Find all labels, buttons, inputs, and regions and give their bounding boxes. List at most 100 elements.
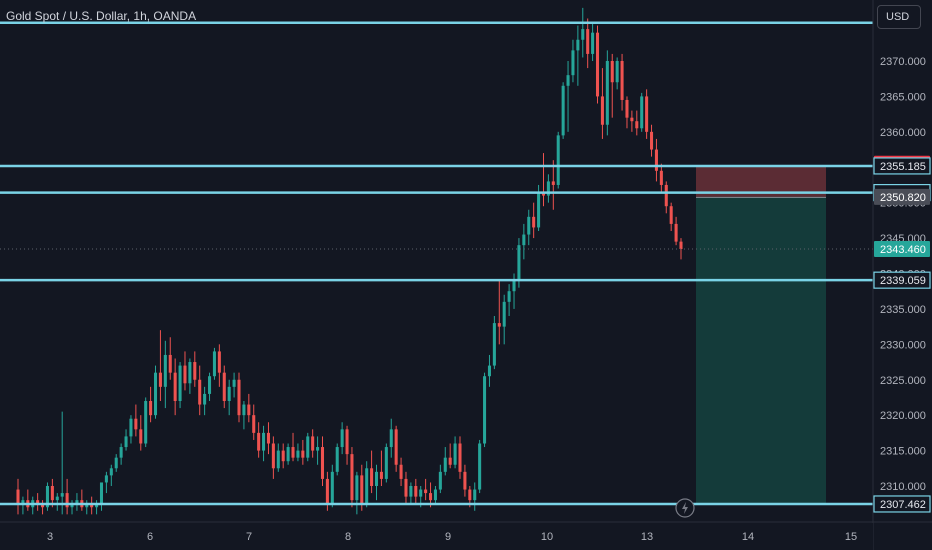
candle-body[interactable] <box>50 486 54 501</box>
candle-body[interactable] <box>571 50 575 76</box>
candle-body[interactable] <box>458 443 462 472</box>
candle-body[interactable] <box>232 379 236 387</box>
candle-body[interactable] <box>149 401 153 416</box>
candle-body[interactable] <box>217 351 221 373</box>
candle-body[interactable] <box>517 245 521 281</box>
candle-body[interactable] <box>532 216 536 228</box>
candle-body[interactable] <box>483 376 487 444</box>
candle-body[interactable] <box>669 206 673 224</box>
candle-body[interactable] <box>129 418 133 437</box>
candle-body[interactable] <box>468 489 472 501</box>
candle-body[interactable] <box>635 121 639 129</box>
candle-body[interactable] <box>546 181 550 196</box>
candle-body[interactable] <box>586 29 590 54</box>
candle-body[interactable] <box>16 489 20 504</box>
candle-body[interactable] <box>522 234 526 246</box>
candle-body[interactable] <box>266 432 270 444</box>
candle-body[interactable] <box>576 39 580 51</box>
candle-body[interactable] <box>478 443 482 490</box>
candle-body[interactable] <box>242 404 246 416</box>
candle-body[interactable] <box>566 75 570 86</box>
candle-body[interactable] <box>615 61 619 83</box>
candle-body[interactable] <box>591 32 595 54</box>
candle-body[interactable] <box>104 475 108 483</box>
candle-body[interactable] <box>600 96 604 125</box>
candle-body[interactable] <box>178 365 182 401</box>
candle-body[interactable] <box>208 376 212 394</box>
candle-body[interactable] <box>257 432 261 451</box>
candle-body[interactable] <box>507 291 511 302</box>
candle-body[interactable] <box>556 135 560 185</box>
candle-body[interactable] <box>605 61 609 125</box>
candle-body[interactable] <box>119 447 123 458</box>
candle-body[interactable] <box>355 475 359 501</box>
candle-body[interactable] <box>247 404 251 416</box>
candle-body[interactable] <box>296 450 300 458</box>
candle-body[interactable] <box>640 96 644 129</box>
candle-body[interactable] <box>419 489 423 497</box>
candle-body[interactable] <box>620 61 624 100</box>
candle-body[interactable] <box>306 436 310 458</box>
candle-body[interactable] <box>139 429 143 444</box>
candle-body[interactable] <box>527 216 531 235</box>
candle-body[interactable] <box>581 29 585 40</box>
candle-body[interactable] <box>90 503 94 508</box>
candle-body[interactable] <box>512 280 516 292</box>
candle-body[interactable] <box>551 181 555 185</box>
candle-body[interactable] <box>55 496 59 501</box>
candle-body[interactable] <box>409 486 413 497</box>
candle-body[interactable] <box>389 429 393 448</box>
candle-body[interactable] <box>360 475 364 504</box>
candle-body[interactable] <box>561 85 565 136</box>
candle-body[interactable] <box>487 365 491 377</box>
candle-body[interactable] <box>320 447 325 479</box>
candle-body[interactable] <box>595 32 600 97</box>
candle-body[interactable] <box>36 500 40 504</box>
candle-body[interactable] <box>325 478 329 504</box>
candle-body[interactable] <box>379 471 383 479</box>
candle-body[interactable] <box>286 447 290 462</box>
candle-body[interactable] <box>674 223 678 242</box>
candle-body[interactable] <box>473 489 477 501</box>
candle-body[interactable] <box>414 486 418 497</box>
candle-body[interactable] <box>198 379 202 405</box>
candle-body[interactable] <box>85 503 89 508</box>
candle-body[interactable] <box>291 447 295 458</box>
candle-body[interactable] <box>45 486 49 508</box>
candle-body[interactable] <box>374 471 379 486</box>
take-profit-zone[interactable] <box>696 196 826 504</box>
candle-body[interactable] <box>109 468 113 476</box>
candle-body[interactable] <box>399 464 403 479</box>
candle-body[interactable] <box>502 301 506 327</box>
time-axis[interactable] <box>0 523 873 550</box>
candle-body[interactable] <box>193 362 197 380</box>
currency-button[interactable]: USD <box>877 5 921 29</box>
candle-body[interactable] <box>65 493 69 508</box>
candle-body[interactable] <box>610 61 614 83</box>
candle-body[interactable] <box>625 99 629 118</box>
candle-body[interactable] <box>95 503 99 508</box>
candle-body[interactable] <box>365 468 369 504</box>
candle-body[interactable] <box>301 450 305 458</box>
candle-body[interactable] <box>316 447 320 451</box>
candle-body[interactable] <box>350 454 354 501</box>
candle-body[interactable] <box>70 503 74 508</box>
candle-body[interactable] <box>114 457 118 469</box>
candle-body[interactable] <box>654 149 658 171</box>
candle-body[interactable] <box>384 447 388 479</box>
candle-body[interactable] <box>252 415 256 433</box>
candle-body[interactable] <box>340 429 344 448</box>
candle-body[interactable] <box>438 471 442 490</box>
candle-body[interactable] <box>153 372 158 416</box>
candle-body[interactable] <box>492 323 496 366</box>
candle-body[interactable] <box>75 500 79 504</box>
candle-body[interactable] <box>463 471 467 490</box>
candle-body[interactable] <box>330 471 334 504</box>
candle-body[interactable] <box>124 436 128 448</box>
candle-body[interactable] <box>222 372 226 401</box>
candle-body[interactable] <box>335 447 339 472</box>
candle-body[interactable] <box>370 468 374 486</box>
candle-body[interactable] <box>203 393 207 405</box>
candle-body[interactable] <box>227 386 231 401</box>
candle-body[interactable] <box>429 493 433 501</box>
